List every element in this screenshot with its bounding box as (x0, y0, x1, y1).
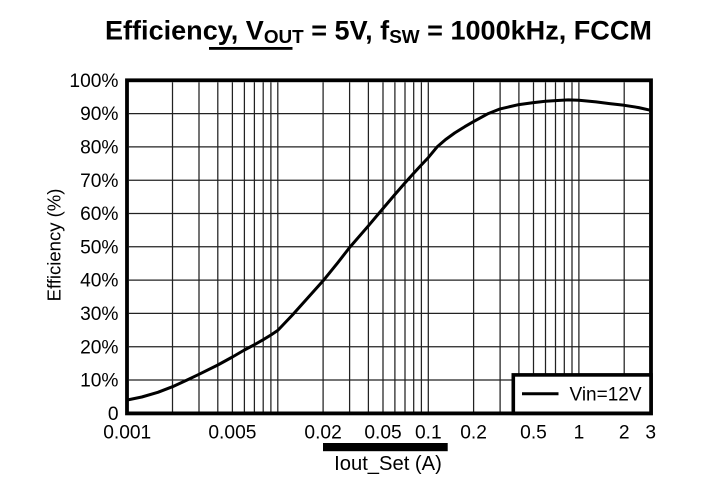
svg-text:100%: 100% (69, 71, 118, 92)
svg-text:80%: 80% (80, 138, 118, 159)
svg-text:50%: 50% (80, 237, 118, 258)
svg-text:90%: 90% (80, 104, 118, 125)
svg-text:20%: 20% (80, 337, 118, 358)
svg-text:60%: 60% (80, 204, 118, 225)
svg-text:Efficiency (%): Efficiency (%) (44, 189, 65, 302)
svg-text:0.1: 0.1 (415, 423, 442, 444)
svg-text:0.5: 0.5 (520, 423, 547, 444)
svg-text:Efficiency, VOUT = 5V, fSW = 1: Efficiency, VOUT = 5V, fSW = 1000kHz, FC… (105, 16, 652, 49)
svg-text:30%: 30% (80, 304, 118, 325)
svg-text:0.2: 0.2 (460, 423, 487, 444)
svg-text:3: 3 (645, 423, 656, 444)
svg-text:0: 0 (108, 404, 119, 425)
svg-text:Iout_Set (A): Iout_Set (A) (334, 453, 442, 475)
svg-text:0.001: 0.001 (103, 423, 151, 444)
svg-text:70%: 70% (80, 171, 118, 192)
svg-text:2: 2 (619, 423, 630, 444)
svg-text:40%: 40% (80, 271, 118, 292)
svg-text:0.05: 0.05 (364, 423, 401, 444)
svg-text:0.02: 0.02 (304, 423, 341, 444)
svg-text:1: 1 (574, 423, 585, 444)
svg-text:0.005: 0.005 (208, 423, 256, 444)
svg-text:10%: 10% (80, 371, 118, 392)
svg-text:Vin=12V: Vin=12V (570, 385, 642, 406)
